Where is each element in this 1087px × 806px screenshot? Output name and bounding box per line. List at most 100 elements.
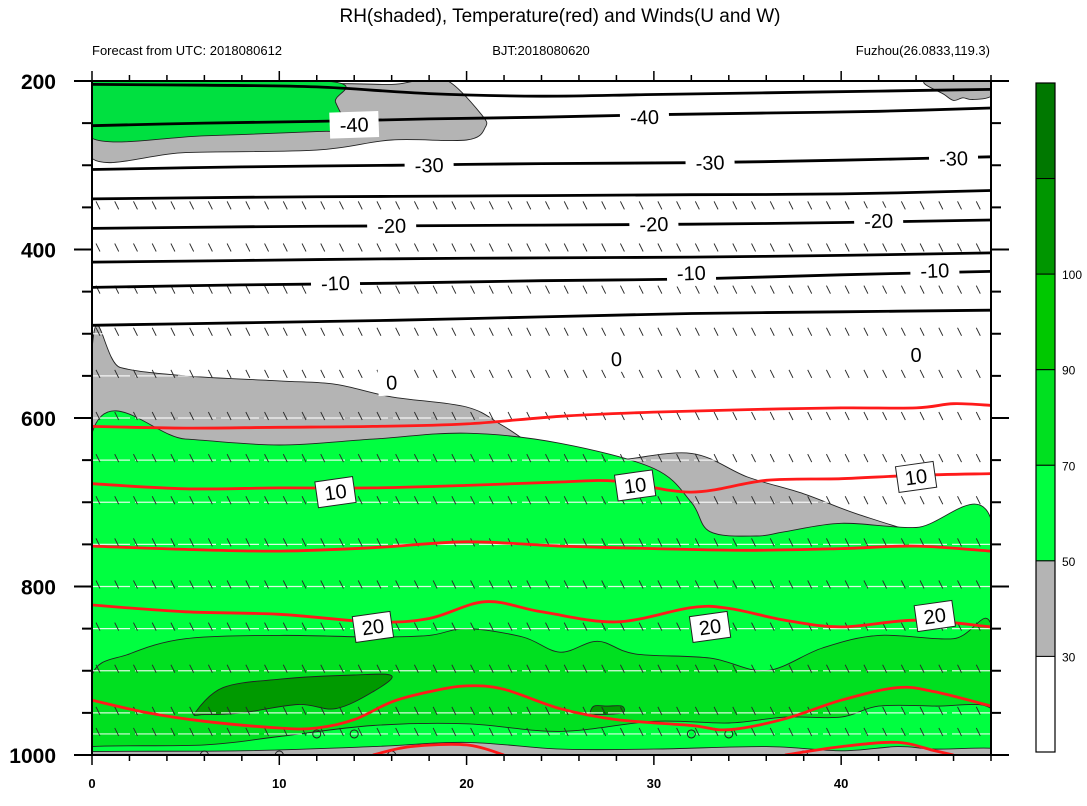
wind-calm-0	[312, 729, 322, 739]
wind-flag	[713, 369, 719, 379]
wind-flag	[694, 243, 700, 252]
wind-flag	[826, 664, 831, 673]
colorbar-frame	[1035, 82, 1056, 753]
wind-flag	[788, 201, 794, 210]
wind-flag	[133, 201, 138, 210]
temp-contour-black-1	[92, 106, 991, 128]
wind-barbs	[92, 201, 991, 755]
contour-label-15: 10	[623, 474, 648, 499]
contour-label-box-8	[310, 269, 361, 298]
wind-flag	[507, 580, 513, 589]
wind-flag	[95, 201, 101, 210]
wind-flag	[282, 369, 288, 379]
wind-flag	[676, 727, 682, 737]
wind-flag	[357, 201, 363, 210]
wind-flag	[676, 453, 682, 463]
wind-flag	[376, 496, 382, 505]
x-tick-label-0: 0	[88, 776, 95, 791]
wind-flag	[582, 285, 588, 294]
wind-flag	[863, 727, 869, 737]
wind-flag	[133, 496, 138, 505]
chart-subtitle-center: BJT:2018080620	[492, 43, 590, 58]
wind-flag	[301, 496, 307, 505]
temp-contour-black-2	[92, 155, 991, 171]
wind-flag	[563, 496, 569, 505]
wind-flag	[863, 201, 869, 210]
contour-label-16: 10	[904, 466, 929, 491]
wind-flag	[207, 453, 213, 463]
temp-contour-red-6	[784, 740, 954, 755]
wind-flag	[938, 243, 944, 252]
contour-label-7: -20	[864, 210, 894, 233]
wind-flag	[245, 706, 251, 716]
wind-flag	[170, 580, 176, 589]
wind-flag	[114, 538, 120, 547]
wind-flag	[376, 243, 382, 252]
wind-flag	[339, 201, 344, 210]
wind-flag	[957, 327, 962, 336]
wind-flag	[620, 538, 625, 547]
wind-flag	[769, 538, 775, 547]
wind-flag	[170, 664, 176, 673]
wind-flag	[938, 411, 944, 421]
wind-flag	[470, 496, 475, 505]
wind-flag	[507, 411, 513, 421]
wind-flag	[189, 580, 195, 589]
wind-flag	[545, 327, 550, 336]
wind-flag	[882, 664, 888, 673]
wind-flag	[657, 496, 663, 505]
wind-flag	[563, 727, 569, 737]
wind-flag	[938, 369, 944, 379]
contour-label-box-19	[913, 599, 957, 633]
wind-flag	[826, 411, 831, 421]
wind-flag	[844, 285, 850, 294]
wind-flag	[788, 496, 794, 505]
contour-label-group-18: 20	[688, 610, 732, 644]
contour-label-group-7: -20	[853, 207, 904, 235]
wind-flag	[676, 622, 682, 631]
wind-flag	[732, 369, 738, 379]
wind-flag	[151, 453, 157, 463]
wind-flag	[601, 622, 607, 631]
wind-flag	[657, 538, 663, 547]
wind-flag	[900, 327, 906, 336]
wind-flag	[826, 580, 831, 589]
wind-flag	[395, 243, 401, 252]
wind-flag	[114, 453, 120, 463]
wind-flag	[507, 622, 513, 631]
temp-contour-red-5	[372, 742, 505, 755]
wind-flag	[975, 538, 981, 547]
wind-flag	[863, 538, 869, 547]
wind-flag	[376, 664, 382, 673]
wind-flag	[339, 243, 344, 252]
wind-flag	[882, 580, 888, 589]
colorbar-swatch-4	[1035, 464, 1056, 562]
wind-flag	[413, 243, 419, 252]
wind-flag	[844, 538, 850, 547]
wind-flag	[432, 327, 438, 336]
contour-label-group-17: 20	[351, 610, 395, 644]
wind-flag	[620, 580, 625, 589]
wind-flag	[938, 285, 944, 294]
wind-flag	[189, 411, 195, 421]
wind-flag	[788, 622, 794, 631]
wind-flag	[264, 201, 269, 210]
wind-flag	[638, 285, 644, 294]
contour-label-box-2	[404, 151, 455, 180]
y-tick-label-200: 200	[21, 71, 56, 94]
wind-flag	[95, 706, 101, 716]
colorbar-label-50: 50	[1062, 555, 1076, 569]
wind-flag	[95, 243, 101, 252]
wind-flag	[451, 496, 457, 505]
wind-flag	[657, 727, 663, 737]
chart-title: RH(shaded), Temperature(red) and Winds(U…	[339, 6, 780, 27]
wind-flag	[133, 580, 138, 589]
wind-flag	[807, 664, 813, 673]
wind-flag	[264, 411, 269, 421]
wind-flag	[395, 327, 401, 336]
wind-flag	[470, 622, 475, 631]
temp-contour-black-7	[92, 308, 991, 327]
contour-label-box-3	[685, 148, 736, 177]
wind-flag	[751, 706, 756, 716]
wind-flag	[620, 706, 625, 716]
